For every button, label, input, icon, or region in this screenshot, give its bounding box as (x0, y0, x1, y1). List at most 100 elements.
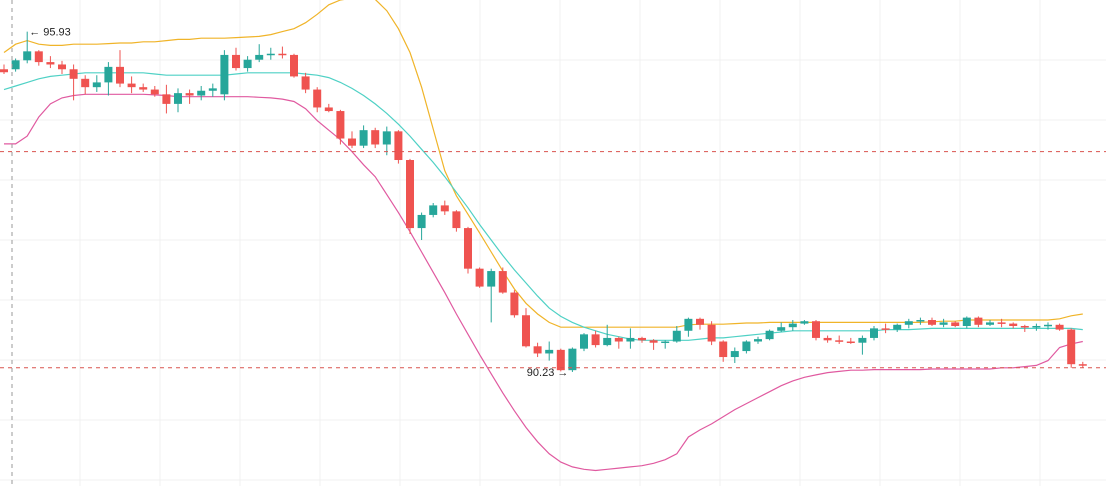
candle-body (568, 348, 577, 371)
candle-body (870, 328, 878, 338)
candle-body (939, 322, 948, 325)
candle-body (928, 320, 936, 325)
candle-body (556, 349, 565, 371)
candle-body (150, 89, 159, 95)
candle-body (626, 337, 635, 342)
candle-body (1055, 324, 1064, 330)
candle-body (545, 349, 554, 354)
candle-body (0, 69, 8, 73)
annotations: ← 95.93 90.23 → (29, 27, 568, 379)
candle-body (881, 328, 890, 330)
bollinger-bands (3, 0, 1083, 472)
candle-body (510, 292, 519, 316)
candle-body (290, 54, 298, 77)
candle-body (614, 337, 623, 342)
candle-body (371, 130, 380, 145)
candle-body (1078, 364, 1087, 366)
lower-band-line (4, 93, 1083, 472)
candle-body (1032, 325, 1041, 328)
candle-body (69, 69, 78, 79)
candle-body (672, 330, 681, 342)
candle-body (116, 66, 124, 84)
candle-body (649, 340, 658, 343)
candle-body (974, 317, 983, 325)
candle-body (174, 93, 182, 104)
candle-body (1020, 325, 1029, 328)
candle-body (603, 337, 612, 346)
candle-body (823, 337, 832, 341)
candle-body (986, 322, 994, 325)
candle-body (591, 334, 600, 346)
candle-body (951, 322, 960, 326)
candle-body (11, 60, 20, 70)
low-price-label: 90.23 → (527, 367, 569, 379)
candle-body (440, 205, 449, 212)
candle-body (707, 324, 716, 342)
candle-body (812, 321, 820, 338)
candle-body (46, 62, 55, 65)
candle-body (522, 315, 530, 347)
candle-body (23, 51, 32, 61)
candle-body (185, 93, 194, 96)
candle-body (92, 82, 101, 88)
candle-body (162, 94, 171, 104)
candle-body (324, 107, 333, 112)
candle-body (696, 318, 704, 325)
candle-body (754, 339, 762, 342)
candle-body (394, 131, 403, 161)
candle-body (638, 337, 646, 341)
candle-body (719, 341, 728, 358)
candle-body (255, 54, 264, 60)
candle-body (835, 340, 844, 342)
candle-body (208, 88, 217, 91)
candle-body (464, 228, 472, 269)
candle-body (220, 54, 229, 95)
candle-body (301, 76, 310, 90)
candle-body (429, 205, 438, 215)
middle-band-line (3, 72, 1083, 341)
candle-body (313, 89, 322, 108)
candle-body (336, 111, 345, 139)
candle-body (278, 53, 287, 56)
candle-body (533, 346, 542, 354)
candle-body (104, 66, 113, 83)
candle-body (858, 337, 867, 343)
upper-band-line (3, 0, 1083, 328)
candle-body (846, 341, 855, 344)
candle-body (777, 327, 786, 331)
candle-body (197, 90, 206, 96)
candle-body (742, 341, 751, 352)
candle-body (580, 334, 588, 349)
candle-body (893, 324, 902, 330)
candle-body (788, 323, 797, 328)
candle-body (232, 54, 240, 69)
candle-body (487, 271, 496, 287)
candles (0, 31, 1087, 372)
candle-body (417, 214, 426, 229)
candle-body (34, 51, 43, 63)
candle-body (243, 59, 252, 69)
candle-body (498, 271, 507, 293)
candle-body (661, 341, 670, 344)
candle-body (348, 138, 356, 146)
candle-body (684, 318, 693, 331)
candle-body (127, 83, 136, 88)
candle-body (916, 320, 925, 322)
candle-body (139, 87, 148, 90)
candle-body (406, 160, 414, 229)
candle-body (997, 322, 1006, 324)
candle-body (58, 64, 66, 70)
candle-body (266, 53, 275, 56)
candle-body (1067, 329, 1076, 365)
candle-body (359, 130, 368, 146)
candle-body (904, 321, 913, 325)
candle-body (382, 131, 391, 145)
candle-body (81, 78, 90, 88)
candle-body (800, 321, 809, 324)
candle-body (1044, 324, 1052, 327)
candle-body (1009, 323, 1018, 326)
candle-body (730, 351, 739, 358)
